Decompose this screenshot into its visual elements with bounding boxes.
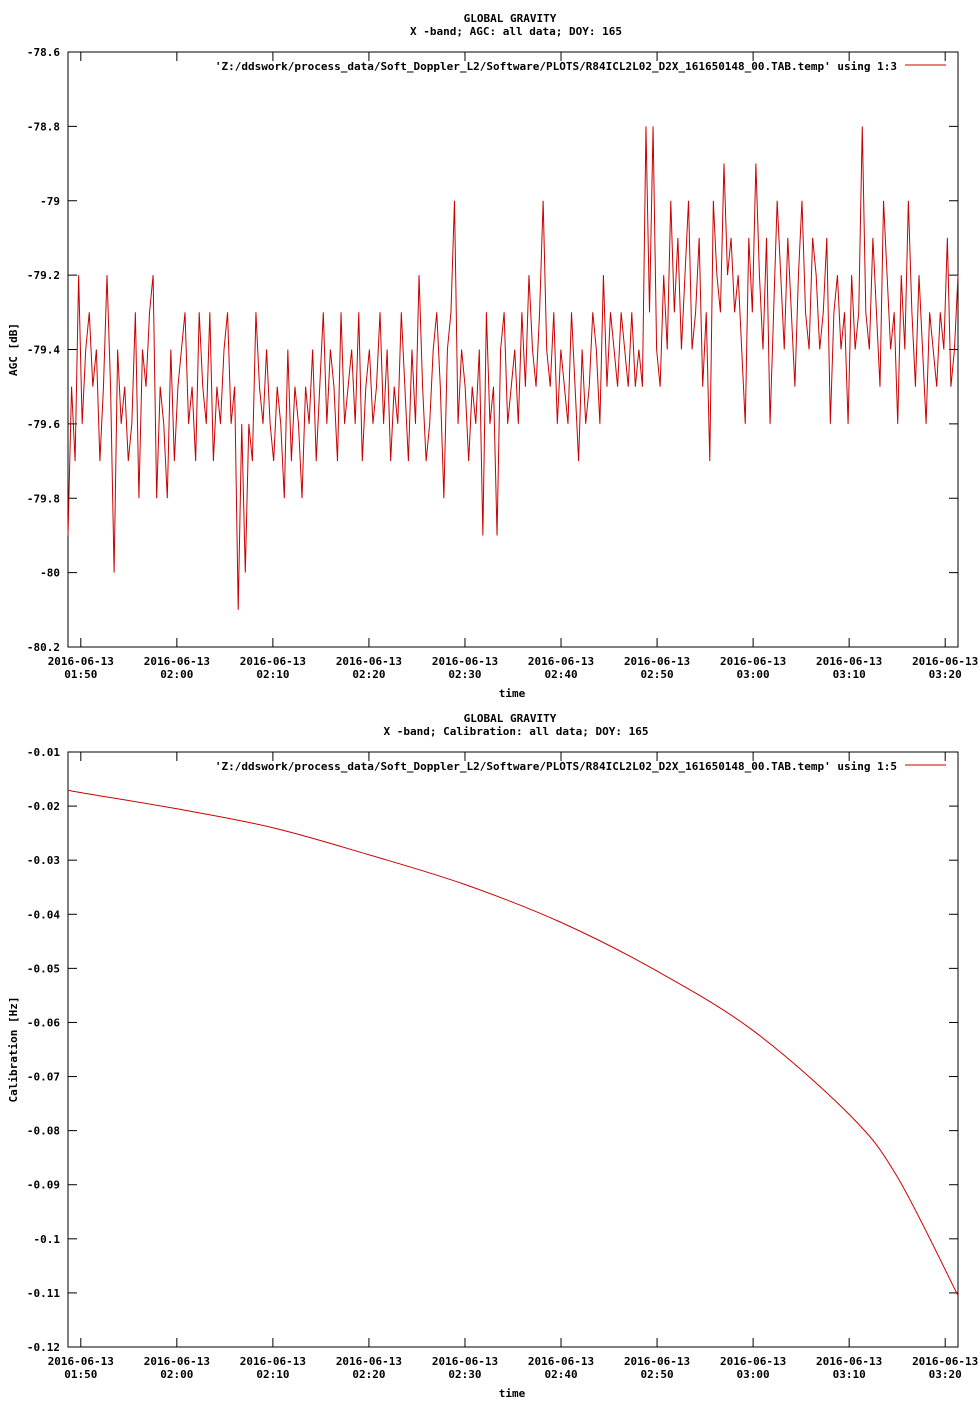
x-tick-label-time: 02:50	[641, 1368, 674, 1381]
y-tick-label: -0.03	[27, 854, 60, 867]
y-tick-label: -80	[40, 567, 60, 580]
x-tick-label-date: 2016-06-13	[816, 655, 882, 668]
chart-title: GLOBAL GRAVITY	[464, 712, 557, 725]
x-tick-label-time: 03:20	[929, 668, 962, 681]
x-tick-label-date: 2016-06-13	[912, 655, 978, 668]
x-tick-label-date: 2016-06-13	[48, 1355, 114, 1368]
legend-label: 'Z:/ddswork/process_data/Soft_Doppler_L2…	[215, 60, 897, 73]
x-tick-label-date: 2016-06-13	[912, 1355, 978, 1368]
x-tick-label-date: 2016-06-13	[336, 655, 402, 668]
x-tick-label-time: 02:20	[352, 1368, 385, 1381]
chart-subtitle: X -band; Calibration: all data; DOY: 165	[384, 725, 649, 738]
y-tick-label: -78.8	[27, 120, 60, 133]
y-tick-label: -0.05	[27, 962, 60, 975]
x-tick-label-date: 2016-06-13	[144, 1355, 210, 1368]
x-tick-label-time: 02:00	[160, 668, 193, 681]
plot-frame	[67, 751, 959, 1348]
y-tick-label: -0.09	[27, 1179, 60, 1192]
x-tick-label-time: 03:10	[833, 668, 866, 681]
y-tick-label: -0.07	[27, 1071, 60, 1084]
x-tick-label-time: 02:40	[544, 1368, 577, 1381]
x-tick-label-date: 2016-06-13	[528, 655, 594, 668]
y-tick-label: -0.01	[27, 746, 60, 759]
chart-title: GLOBAL GRAVITY	[464, 12, 557, 25]
y-tick-label: -0.12	[27, 1341, 60, 1354]
x-tick-label-time: 03:00	[737, 1368, 770, 1381]
x-tick-label-date: 2016-06-13	[624, 655, 690, 668]
x-tick-label-date: 2016-06-13	[720, 655, 786, 668]
y-tick-label: -0.02	[27, 800, 60, 813]
y-tick-label: -0.06	[27, 1016, 60, 1029]
x-tick-label-date: 2016-06-13	[240, 1355, 306, 1368]
y-tick-label: -79.6	[27, 418, 60, 431]
plot-frame	[67, 51, 959, 648]
y-tick-label: -79.2	[27, 269, 60, 282]
x-tick-label-time: 03:00	[737, 668, 770, 681]
x-axis-label: time	[499, 1387, 526, 1400]
x-tick-label-time: 02:40	[544, 668, 577, 681]
y-tick-label: -79.8	[27, 492, 60, 505]
x-axis-label: time	[499, 687, 526, 700]
x-tick-label-time: 03:20	[929, 1368, 962, 1381]
x-tick-label-date: 2016-06-13	[432, 1355, 498, 1368]
x-tick-label-time: 02:00	[160, 1368, 193, 1381]
y-axis-label: AGC [dB]	[7, 323, 20, 376]
x-tick-label-time: 01:50	[64, 1368, 97, 1381]
x-tick-label-time: 03:10	[833, 1368, 866, 1381]
x-tick-label-time: 02:50	[641, 668, 674, 681]
y-axis-label: Calibration [Hz]	[7, 997, 20, 1103]
x-tick-label-time: 02:20	[352, 668, 385, 681]
x-tick-label-time: 02:10	[256, 668, 289, 681]
series-line	[67, 126, 959, 610]
y-tick-label: -80.2	[27, 641, 60, 654]
y-tick-label: -79.4	[27, 344, 60, 357]
y-tick-label: -0.08	[27, 1125, 60, 1138]
legend-label: 'Z:/ddswork/process_data/Soft_Doppler_L2…	[215, 760, 897, 773]
x-tick-label-date: 2016-06-13	[816, 1355, 882, 1368]
y-tick-label: -0.04	[27, 908, 60, 921]
x-tick-label-time: 02:30	[448, 668, 481, 681]
x-tick-label-date: 2016-06-13	[48, 655, 114, 668]
chart-subtitle: X -band; AGC: all data; DOY: 165	[410, 25, 622, 38]
x-tick-label-date: 2016-06-13	[528, 1355, 594, 1368]
y-tick-label: -0.1	[34, 1233, 61, 1246]
x-tick-label-time: 01:50	[64, 668, 97, 681]
x-tick-label-date: 2016-06-13	[240, 655, 306, 668]
x-tick-label-time: 02:30	[448, 1368, 481, 1381]
x-tick-label-date: 2016-06-13	[336, 1355, 402, 1368]
x-tick-label-date: 2016-06-13	[624, 1355, 690, 1368]
y-tick-label: -78.6	[27, 46, 60, 59]
x-tick-label-date: 2016-06-13	[432, 655, 498, 668]
y-tick-label: -0.11	[27, 1287, 60, 1300]
y-tick-label: -79	[40, 195, 60, 208]
x-tick-label-date: 2016-06-13	[720, 1355, 786, 1368]
series-line	[67, 789, 959, 1296]
x-tick-label-date: 2016-06-13	[144, 655, 210, 668]
x-tick-label-time: 02:10	[256, 1368, 289, 1381]
